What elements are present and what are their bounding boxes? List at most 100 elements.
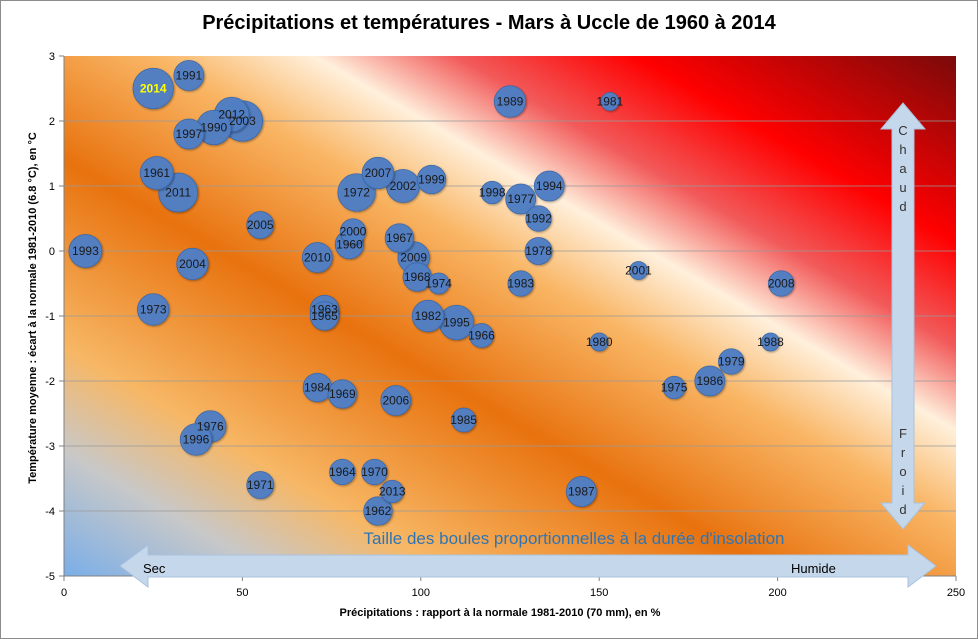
bubble-label-1983: 1983 xyxy=(507,277,534,291)
bubble-label-1989: 1989 xyxy=(497,95,524,109)
bubble-1981 xyxy=(600,92,620,111)
bubble-label-2003: 2003 xyxy=(229,114,256,128)
bubble-1982 xyxy=(411,299,445,333)
bubble-1962 xyxy=(363,496,393,526)
y-axis-title: Température moyenne : écart à la normale… xyxy=(27,132,39,484)
bubbles xyxy=(68,60,795,526)
bubble-label-1986: 1986 xyxy=(696,374,723,388)
y-tick-label: 1 xyxy=(49,181,55,193)
bubble-label-2010: 2010 xyxy=(304,251,331,265)
bubble-label-1984: 1984 xyxy=(304,381,331,395)
bubble-label-1970: 1970 xyxy=(361,465,388,479)
y-tick-label: 2 xyxy=(49,116,55,128)
cold-letters-letter: F xyxy=(899,426,907,441)
bubble-label-1973: 1973 xyxy=(140,303,167,317)
bubble-1986 xyxy=(694,365,726,397)
x-axis-title: Précipitations : rapport à la normale 19… xyxy=(340,607,661,619)
bubble-1975 xyxy=(662,375,686,400)
bubble-label-1967: 1967 xyxy=(386,231,413,245)
bubble-1991 xyxy=(173,60,205,91)
bubble-1979 xyxy=(718,348,745,375)
bubble-1997 xyxy=(173,118,205,150)
bubble-2000 xyxy=(339,218,367,245)
hot-cold-arrow xyxy=(879,102,927,530)
bubble-label-2013: 2013 xyxy=(379,485,406,499)
bubble-1973 xyxy=(137,293,170,326)
bubble-label-1977: 1977 xyxy=(507,192,534,206)
bubble-label-1981: 1981 xyxy=(597,95,624,109)
bubble-label-1971: 1971 xyxy=(247,478,274,492)
bubble-1978 xyxy=(524,237,553,265)
bubble-label-1979: 1979 xyxy=(718,355,745,369)
bubble-1970 xyxy=(361,458,388,486)
bubble-label-2014: 2014 xyxy=(140,82,167,96)
bubble-label-1997: 1997 xyxy=(176,127,203,141)
wet-label: Humide xyxy=(791,561,836,576)
bubble-1989 xyxy=(493,85,527,118)
bubble-label-1976: 1976 xyxy=(197,420,224,434)
bubble-1969 xyxy=(327,379,357,409)
y-tick-label: -4 xyxy=(45,506,55,518)
bubble-2001 xyxy=(629,261,648,280)
bubble-1998 xyxy=(480,180,504,205)
dry-label: Sec xyxy=(143,561,166,576)
bubble-label-2001: 2001 xyxy=(625,264,652,278)
y-tick-label: -1 xyxy=(45,311,55,323)
bubble-label-1987: 1987 xyxy=(568,485,595,499)
bubble-label-2011: 2011 xyxy=(165,186,191,200)
bubble-1983 xyxy=(507,270,534,297)
x-tick-label: 200 xyxy=(768,587,786,599)
bubble-1993 xyxy=(68,234,103,268)
bubble-1988 xyxy=(761,332,780,352)
hot-letters-letter: d xyxy=(899,199,906,214)
y-tick-label: -2 xyxy=(45,376,55,388)
cold-letters-letter: d xyxy=(899,502,906,517)
hot-letters-letter: h xyxy=(899,142,906,157)
bubble-2013 xyxy=(380,479,404,504)
bubble-label-2004: 2004 xyxy=(179,257,206,271)
bubble-label-1980: 1980 xyxy=(586,335,613,349)
x-tick-label: 250 xyxy=(947,587,965,599)
bubble-label-1994: 1994 xyxy=(536,179,563,193)
cold-letters-letter: r xyxy=(901,445,906,460)
bubble-label-1962: 1962 xyxy=(365,504,392,518)
bubble-1994 xyxy=(533,170,565,202)
bubble-1992 xyxy=(525,205,552,232)
bubble-label-2009: 2009 xyxy=(400,251,427,265)
bubble-label-1965: 1965 xyxy=(311,309,338,323)
hot-letters-letter: a xyxy=(899,161,907,176)
x-tick-label: 150 xyxy=(590,587,608,599)
dry-wet-arrow xyxy=(119,544,937,588)
chart-title: Précipitations et températures - Mars à … xyxy=(202,12,776,34)
bubble-label-1964: 1964 xyxy=(329,465,356,479)
bubble-1966 xyxy=(469,323,494,348)
bubble-label-2000: 2000 xyxy=(340,225,367,239)
y-tick-label: -5 xyxy=(45,571,55,583)
bubble-1980 xyxy=(589,332,609,352)
tick-labels: 3 2 1 0 -1 -2 -3 -4 -5 0 50 100 150 200 250 xyxy=(45,51,965,599)
bubble-label-2008: 2008 xyxy=(768,277,795,291)
bubble-label-2005: 2005 xyxy=(247,218,274,232)
bubble-1977 xyxy=(505,183,537,215)
bubble-1985 xyxy=(451,407,477,433)
hot-letters-letter: C xyxy=(898,123,907,138)
bubble-label-1988: 1988 xyxy=(757,335,784,349)
bubble-1965 xyxy=(309,301,340,331)
cold-letters-letter: o xyxy=(899,464,906,479)
bubble-label-1982: 1982 xyxy=(415,309,442,323)
bubble-label-2002: 2002 xyxy=(390,179,417,193)
x-tick-label: 50 xyxy=(236,587,248,599)
bubble-label-2006: 2006 xyxy=(382,394,409,408)
x-tick-label: 100 xyxy=(412,587,430,599)
x-tick-label: 0 xyxy=(61,587,67,599)
bubble-label-1992: 1992 xyxy=(525,212,552,226)
bubble-label-2007: 2007 xyxy=(365,166,392,180)
hot-letters-letter: u xyxy=(899,180,906,195)
bubble-label-1978: 1978 xyxy=(525,244,552,258)
bubble-label-1990: 1990 xyxy=(201,121,228,135)
bubble-label-1975: 1975 xyxy=(661,381,688,395)
